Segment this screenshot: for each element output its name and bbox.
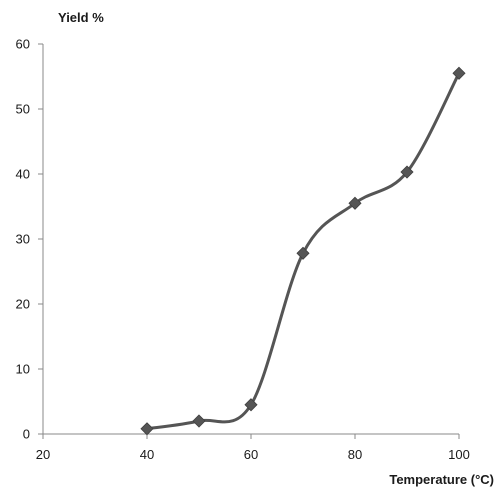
- data-point-marker: [452, 66, 466, 80]
- axes: [38, 43, 460, 439]
- data-point-marker: [140, 422, 154, 436]
- x-axis-title: Temperature (°C): [389, 472, 494, 487]
- y-tick-label: 40: [16, 167, 30, 182]
- x-tick-label: 60: [244, 447, 258, 462]
- y-tick-label: 60: [16, 37, 30, 52]
- data-point-marker: [348, 196, 362, 210]
- x-tick-label: 80: [348, 447, 362, 462]
- y-axis-title: Yield %: [58, 10, 104, 25]
- x-tick-label: 100: [448, 447, 470, 462]
- tick-labels: 0 10 20 30 40 50 60 20 40 60 80 100: [16, 37, 470, 463]
- data-point-marker: [400, 165, 414, 179]
- x-tick-label: 20: [36, 447, 50, 462]
- y-tick-label: 50: [16, 102, 30, 117]
- y-tick-label: 30: [16, 232, 30, 247]
- y-tick-label: 0: [23, 427, 30, 442]
- x-tick-label: 40: [140, 447, 154, 462]
- y-tick-label: 20: [16, 297, 30, 312]
- y-tick-label: 10: [16, 362, 30, 377]
- data-point-marker: [192, 414, 206, 428]
- data-markers: [140, 66, 466, 436]
- data-point-marker: [244, 398, 258, 412]
- data-point-marker: [296, 246, 310, 260]
